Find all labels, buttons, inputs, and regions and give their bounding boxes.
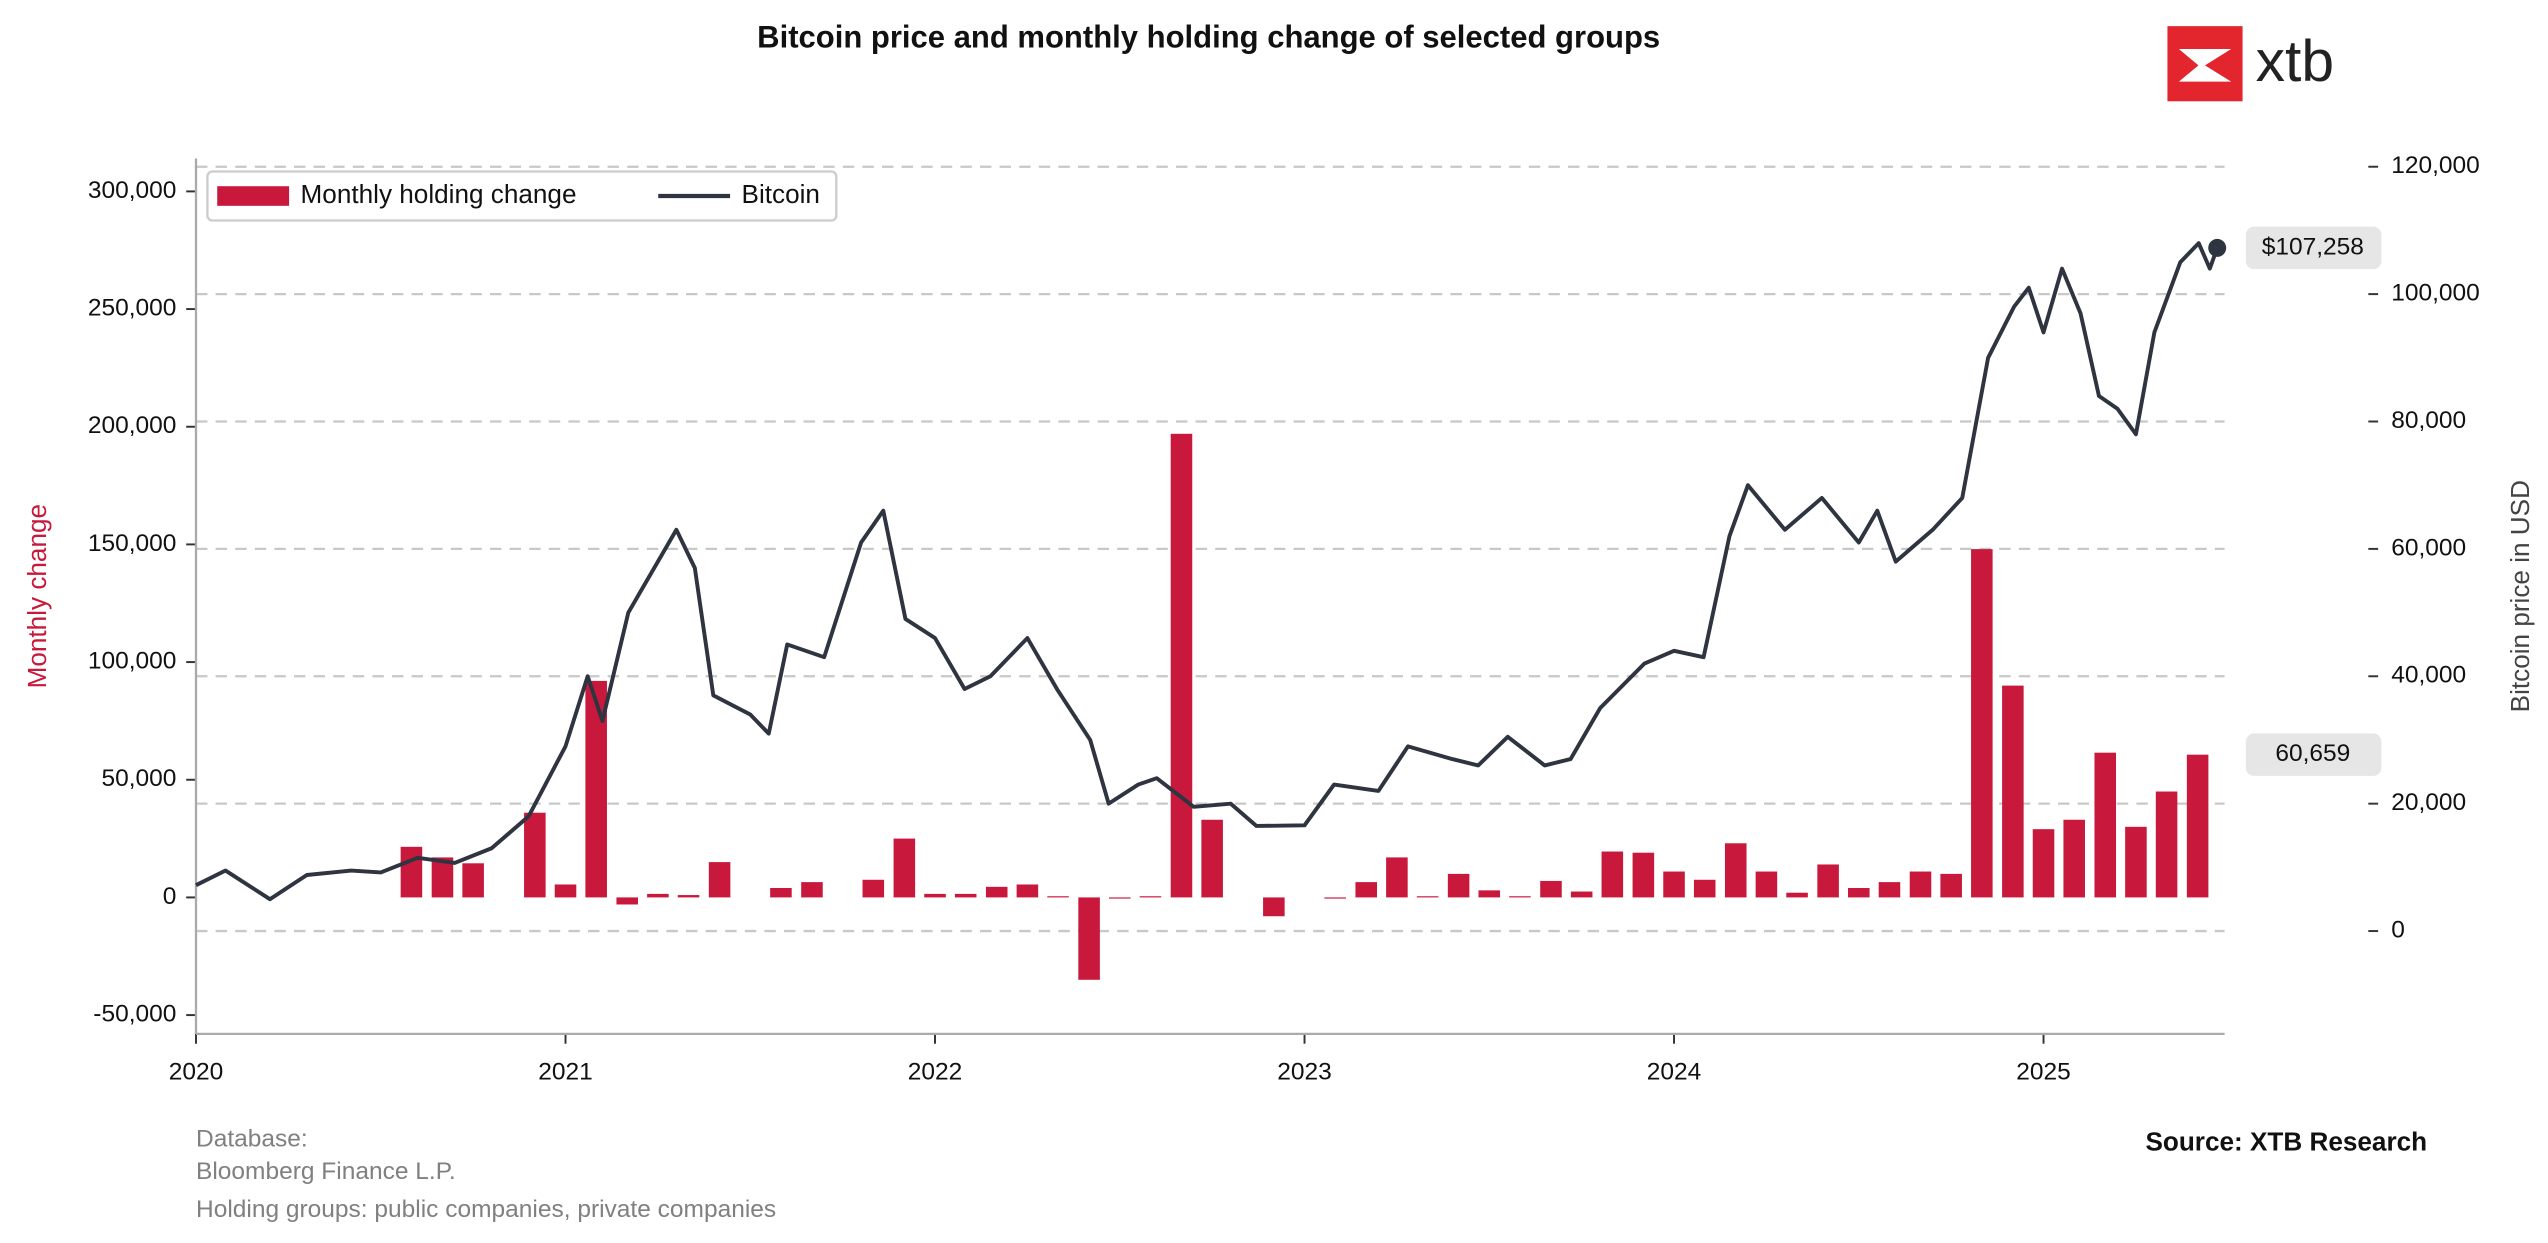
bar: [1416, 896, 1439, 898]
y2-axis-label: Bitcoin price in USD: [2505, 480, 2535, 712]
footer-groups: Holding groups: public companies, privat…: [196, 1196, 776, 1223]
y-tick-label: -50,000: [93, 1001, 176, 1028]
logo-icon: [2178, 49, 2232, 82]
y-tick-label: 150,000: [88, 530, 177, 557]
bar: [770, 888, 792, 898]
bar: [431, 857, 454, 898]
bar: [1324, 897, 1346, 899]
logo-text: xtb: [2256, 29, 2334, 94]
value-label-text: $107,258: [2262, 233, 2364, 260]
bar: [893, 838, 916, 898]
bar: [1755, 871, 1778, 898]
y2-tick-label: 0: [2391, 917, 2405, 944]
bar: [400, 846, 423, 898]
bar: [1386, 857, 1408, 898]
x-tick-label: 2025: [2016, 1059, 2071, 1086]
y2-tick-label: 60,000: [2391, 534, 2466, 561]
x-tick-label: 2021: [538, 1059, 593, 1086]
bar: [985, 886, 1008, 898]
bar: [924, 893, 946, 898]
x-tick-label: 2023: [1277, 1059, 1332, 1086]
bar: [647, 893, 669, 898]
value-label: 60,659: [2245, 733, 2382, 776]
bar: [1078, 897, 1100, 980]
bar: [1971, 549, 1993, 898]
y2-tick-label: 40,000: [2391, 662, 2466, 689]
legend-label: Monthly holding change: [301, 179, 577, 209]
y-tick-label: 300,000: [88, 177, 177, 204]
last-point: [2208, 238, 2227, 257]
bar: [616, 897, 638, 905]
bar: [585, 680, 607, 898]
bar: [677, 895, 700, 898]
footer-source: Source: XTB Research: [2145, 1126, 2427, 1156]
bar: [1786, 892, 1808, 898]
y-tick-label: 250,000: [88, 295, 177, 322]
bar: [554, 884, 577, 898]
bar: [708, 862, 731, 898]
bar: [1940, 873, 1962, 898]
bar: [1016, 884, 1039, 898]
bar: [1478, 890, 1501, 898]
bar: [1570, 891, 1593, 898]
y-axis-label: Monthly change: [22, 504, 52, 688]
bar: [1632, 852, 1655, 898]
value-label-box: [2245, 733, 2382, 776]
bar: [1540, 880, 1562, 898]
x-tick-label: 2022: [908, 1059, 963, 1086]
bar: [1693, 879, 1716, 898]
bar: [1108, 897, 1131, 899]
y2-tick-label: 120,000: [2391, 152, 2480, 179]
value-label: $107,258: [2245, 226, 2382, 270]
y-tick-label: 0: [163, 883, 177, 910]
bar: [2155, 791, 2178, 898]
bar: [1848, 888, 1870, 898]
bar: [2094, 752, 2117, 898]
legend: Monthly holding change Bitcoin: [206, 170, 838, 222]
x-tick-label: 2020: [169, 1059, 224, 1086]
bar: [2186, 754, 2209, 898]
bar: [1509, 896, 1531, 898]
bar: [2125, 826, 2147, 898]
bar: [1047, 896, 1069, 898]
bar: [2063, 819, 2085, 898]
value-label-text: 60,659: [2275, 740, 2350, 767]
bar: [1263, 897, 1285, 917]
bar: [1909, 871, 1932, 898]
bar: [1817, 864, 1839, 898]
y-tick-label: 200,000: [88, 412, 177, 439]
bar: [801, 882, 823, 898]
bar: [2032, 829, 2055, 898]
bar: [524, 812, 546, 898]
value-label-box: [2245, 226, 2382, 270]
bar: [1601, 851, 1624, 898]
bar: [1355, 882, 1378, 898]
chart-title: Bitcoin price and monthly holding change…: [757, 19, 1660, 54]
x-tick-label: 2024: [1647, 1059, 1702, 1086]
bar: [1878, 882, 1901, 898]
bar: [862, 879, 885, 898]
y2-tick-label: 80,000: [2391, 407, 2466, 434]
y2-tick-label: 100,000: [2391, 280, 2480, 307]
bar: [1170, 433, 1193, 898]
bar: [1447, 873, 1470, 898]
legend-label: Bitcoin: [742, 179, 820, 209]
bar: [1139, 896, 1162, 898]
bar: [1201, 819, 1223, 898]
footer-database: Bloomberg Finance L.P.: [196, 1158, 456, 1185]
footer-database-label: Database:: [196, 1126, 308, 1153]
y2-tick-label: 20,000: [2391, 789, 2466, 816]
legend-swatch: [217, 186, 290, 206]
price-line: [195, 241, 2220, 902]
legend-box: [206, 170, 838, 222]
bar: [1724, 843, 1747, 898]
bar: [954, 893, 977, 898]
y-tick-label: 50,000: [101, 765, 176, 792]
bar: [462, 863, 484, 898]
bar: [2002, 685, 2024, 898]
bar: [1663, 871, 1685, 898]
y-tick-label: 100,000: [88, 648, 177, 675]
